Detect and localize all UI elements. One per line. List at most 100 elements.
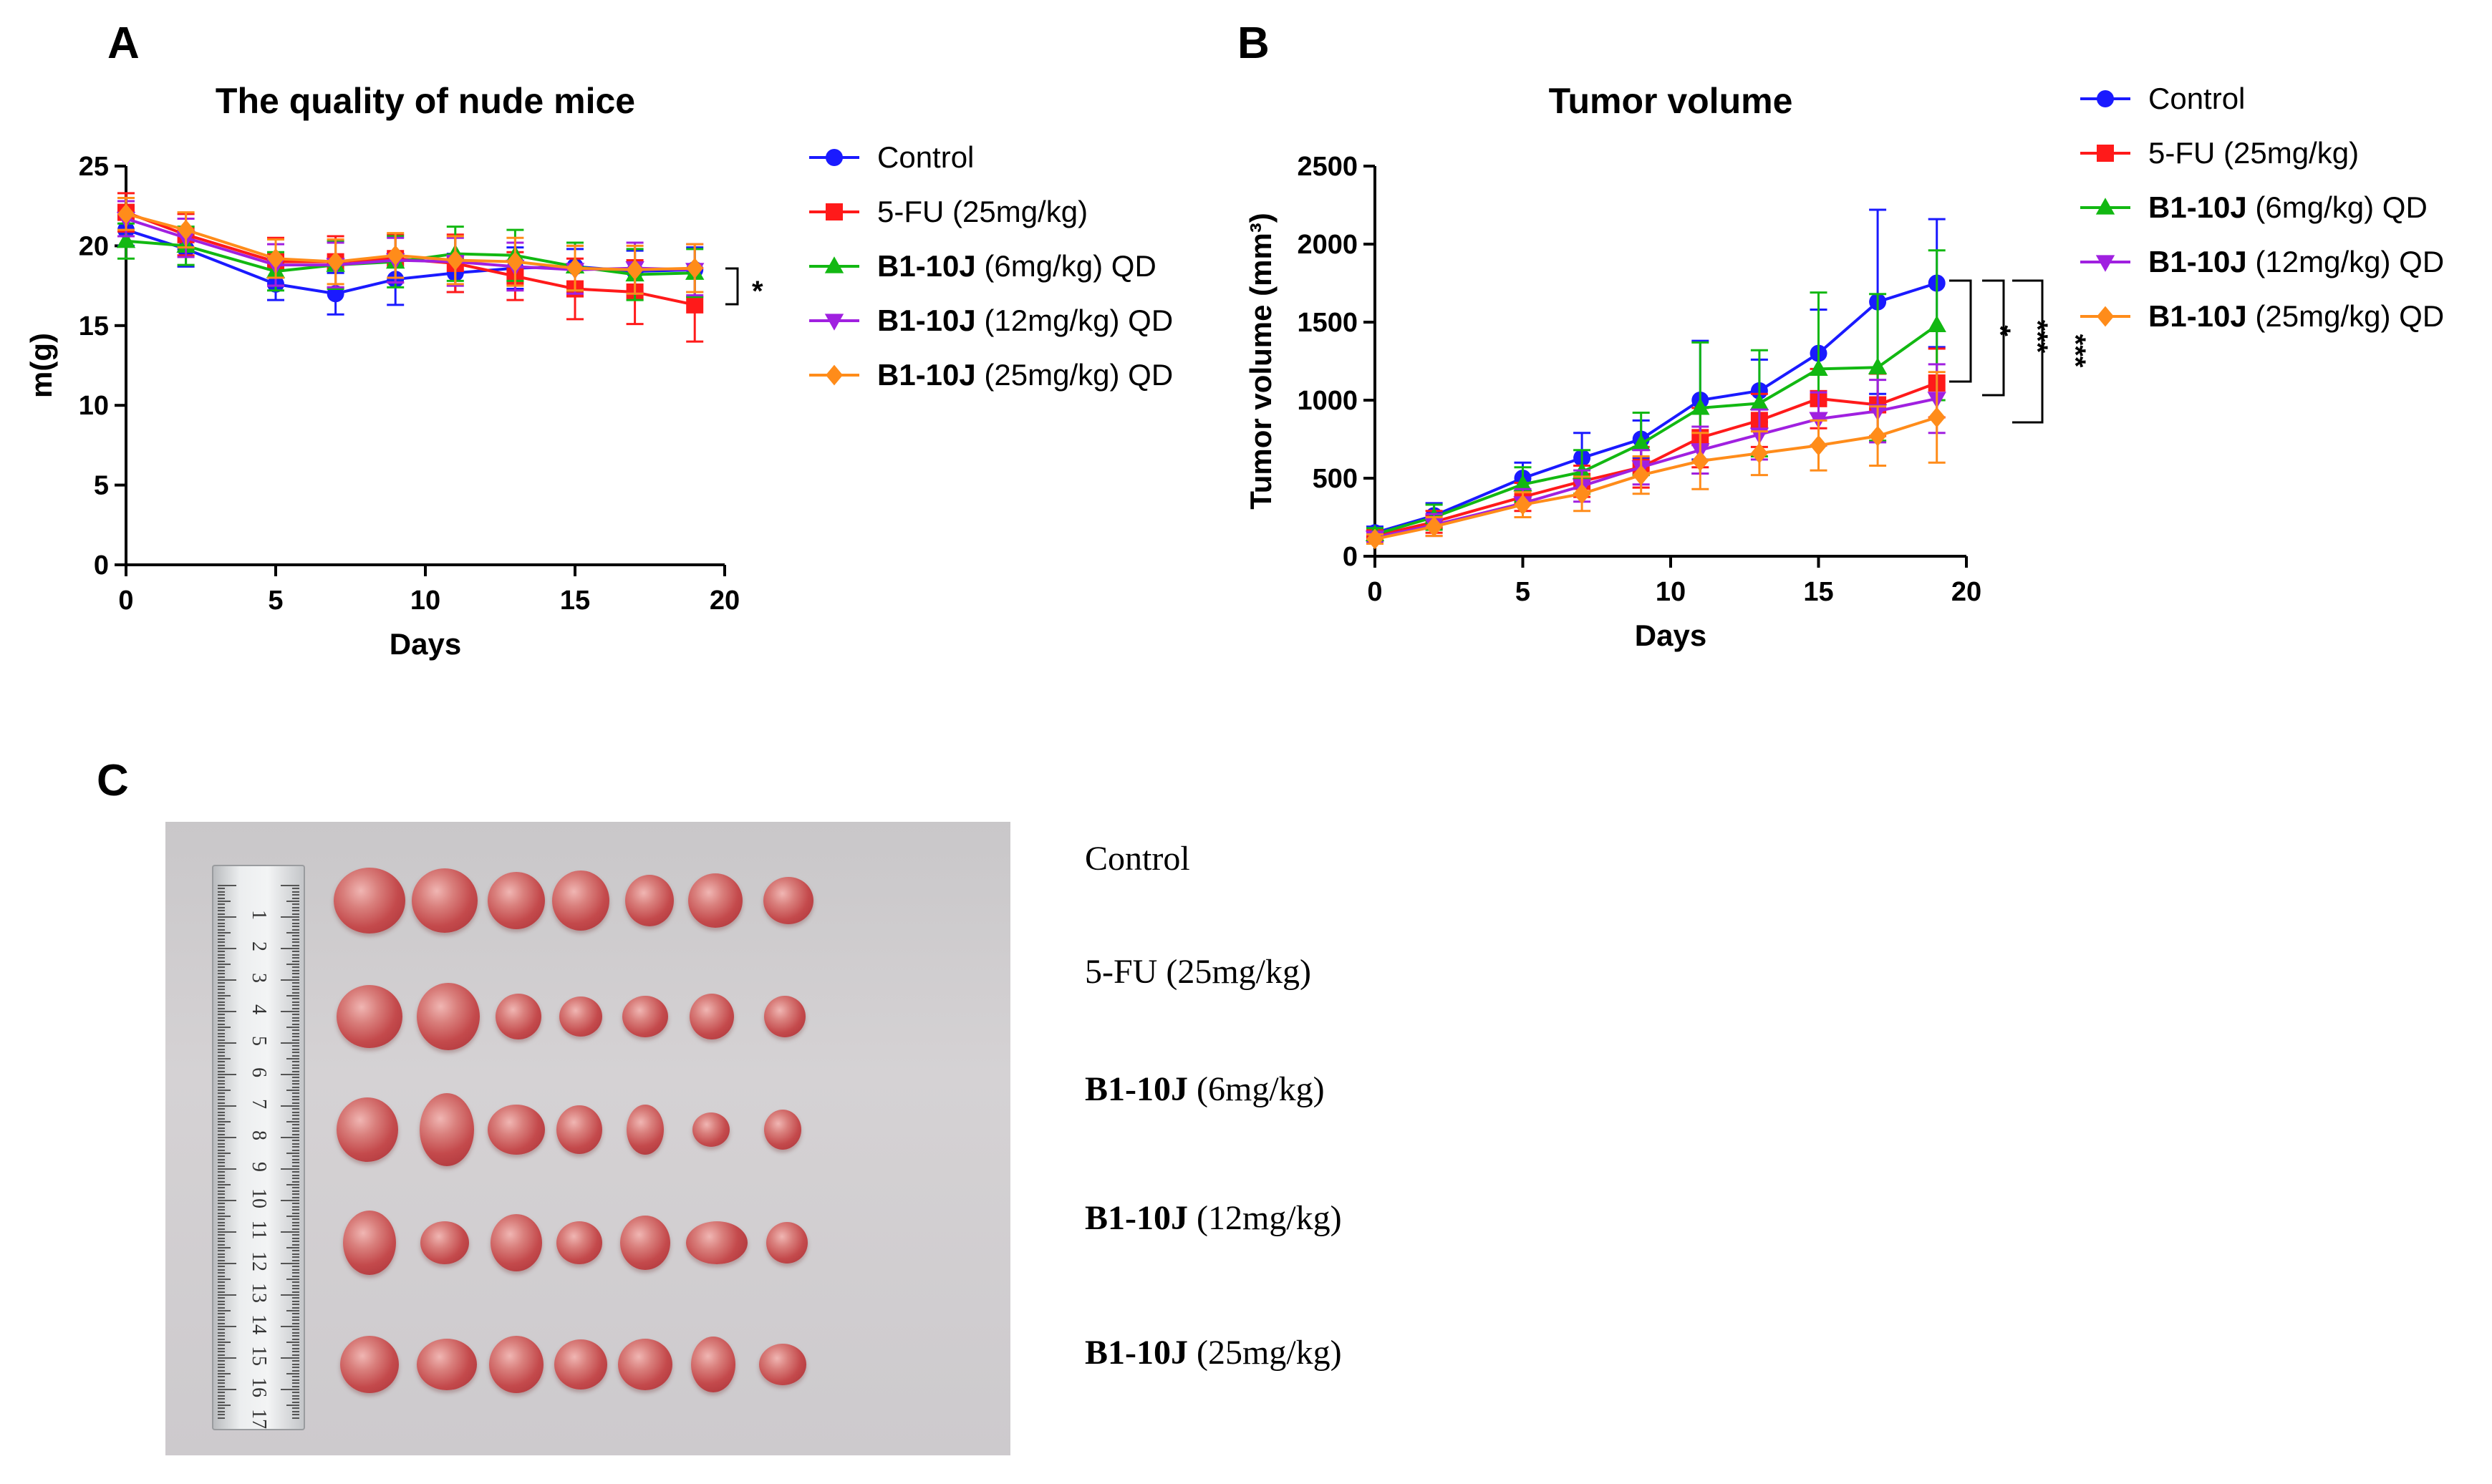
ruler-tick (286, 1184, 299, 1185)
ruler-tick (292, 951, 299, 953)
ruler-tick (292, 985, 299, 987)
ruler-tick (281, 1105, 299, 1107)
ruler-tick (218, 1007, 225, 1009)
series-4 (1366, 371, 1946, 550)
photo-group-label: B1-10J (25mg/kg) (1085, 1333, 1342, 1372)
significance-bracket (725, 267, 739, 306)
data-point (686, 258, 704, 278)
legend-entry: B1-10J (6mg/kg) QD (877, 249, 1156, 283)
ruler-tick (292, 1143, 299, 1145)
ruler-tick (218, 1158, 225, 1160)
ruler-tick (292, 894, 299, 896)
ruler-tick (292, 1259, 299, 1261)
significance-bracket (1982, 279, 2005, 397)
ruler-tick (292, 1077, 299, 1079)
ruler-tick (292, 1243, 299, 1246)
series-4 (117, 197, 704, 295)
y-tick-label: 20 (79, 231, 109, 261)
ruler-number: 14 (248, 1314, 270, 1334)
ruler-tick (292, 1313, 299, 1315)
ruler-tick (281, 1389, 299, 1390)
ruler-tick (218, 1099, 225, 1101)
y-tick-label: 5 (94, 471, 109, 501)
y-tick-label: 10 (79, 391, 109, 421)
legend-entry: 5-FU (25mg/kg) (877, 195, 1088, 228)
ruler-tick (218, 1090, 231, 1091)
ruler-tick (218, 1389, 236, 1390)
ruler-tick (218, 1004, 225, 1007)
ruler-tick (292, 1111, 299, 1113)
y-axis-label: m(g) (24, 333, 58, 398)
ruler-tick (292, 1369, 299, 1372)
ruler-tick (218, 1052, 225, 1054)
tumor-sample (686, 1221, 748, 1264)
series-line (1374, 382, 1938, 538)
significance-bracket (1949, 279, 1972, 383)
legend-entry: 5-FU (25mg/kg) (2148, 136, 2359, 170)
ruler-tick (218, 1234, 225, 1236)
data-point (1631, 434, 1651, 451)
legend-marker (2095, 198, 2115, 215)
series-line (125, 217, 695, 271)
tumor-sample (766, 1222, 808, 1264)
ruler-tick (218, 1401, 225, 1403)
data-point (1514, 494, 1532, 515)
ruler-tick (292, 926, 299, 928)
ruler-tick (292, 1048, 299, 1050)
ruler-tick (218, 1171, 225, 1173)
ruler-tick (218, 1115, 225, 1117)
ruler-tick (292, 1306, 299, 1309)
legend-bold: B1-10J (2148, 190, 2247, 224)
ruler-tick (218, 1020, 225, 1022)
ruler-tick (292, 1360, 299, 1362)
ruler-tick (218, 1127, 225, 1129)
photo-group-label-text: (6mg/kg) (1188, 1070, 1325, 1108)
data-point (117, 203, 135, 225)
ruler-tick (218, 1279, 231, 1280)
ruler-tick (218, 982, 225, 984)
ruler-tick (292, 1029, 299, 1032)
data-point (1366, 528, 1383, 550)
data-point (267, 248, 284, 269)
ruler-tick (218, 995, 231, 996)
ruler-tick (218, 1124, 225, 1126)
photo-group-label-text: (25mg/kg) (1188, 1334, 1342, 1372)
legend-text: 5-FU (25mg/kg) (2148, 136, 2359, 170)
ruler-tick (292, 1241, 299, 1243)
ruler-tick (218, 941, 225, 944)
ruler-number: 17 (248, 1409, 270, 1429)
ruler-tick (292, 960, 299, 962)
tumor-sample (764, 1110, 801, 1150)
ruler-tick (292, 1417, 299, 1419)
photo-group-label-bold: B1-10J (1085, 1199, 1188, 1237)
panel-label-a: A (107, 19, 140, 68)
x-tick-label: 5 (268, 586, 283, 616)
ruler-tick (292, 1127, 299, 1129)
ruler-tick (292, 1401, 299, 1403)
legend-text: 5-FU (25mg/kg) (877, 195, 1088, 228)
ruler-tick (292, 938, 299, 940)
ruler-tick (218, 928, 225, 931)
ruler-tick (292, 1149, 299, 1151)
series-line (1374, 397, 1938, 539)
ruler-tick (218, 1149, 225, 1151)
ruler-tick (218, 1275, 225, 1277)
photo-group-label-bold: B1-10J (1085, 1334, 1188, 1372)
ruler-number: 5 (248, 1036, 270, 1046)
ruler-tick (218, 910, 225, 912)
ruler-tick (292, 1193, 299, 1196)
ruler-tick (292, 1272, 299, 1274)
ruler-tick (218, 1216, 231, 1217)
tumor-sample (559, 996, 602, 1037)
ruler-tick (292, 1083, 299, 1085)
ruler-tick (218, 960, 225, 962)
tumor-sample (417, 1339, 477, 1390)
ruler-tick (292, 1228, 299, 1230)
ruler-tick (286, 1279, 299, 1280)
ruler-tick (218, 1221, 225, 1223)
ruler-tick (292, 1338, 299, 1340)
ruler-tick (218, 1398, 225, 1400)
ruler-tick (292, 1092, 299, 1095)
ruler-tick (292, 1165, 299, 1167)
ruler-tick (286, 1310, 299, 1311)
